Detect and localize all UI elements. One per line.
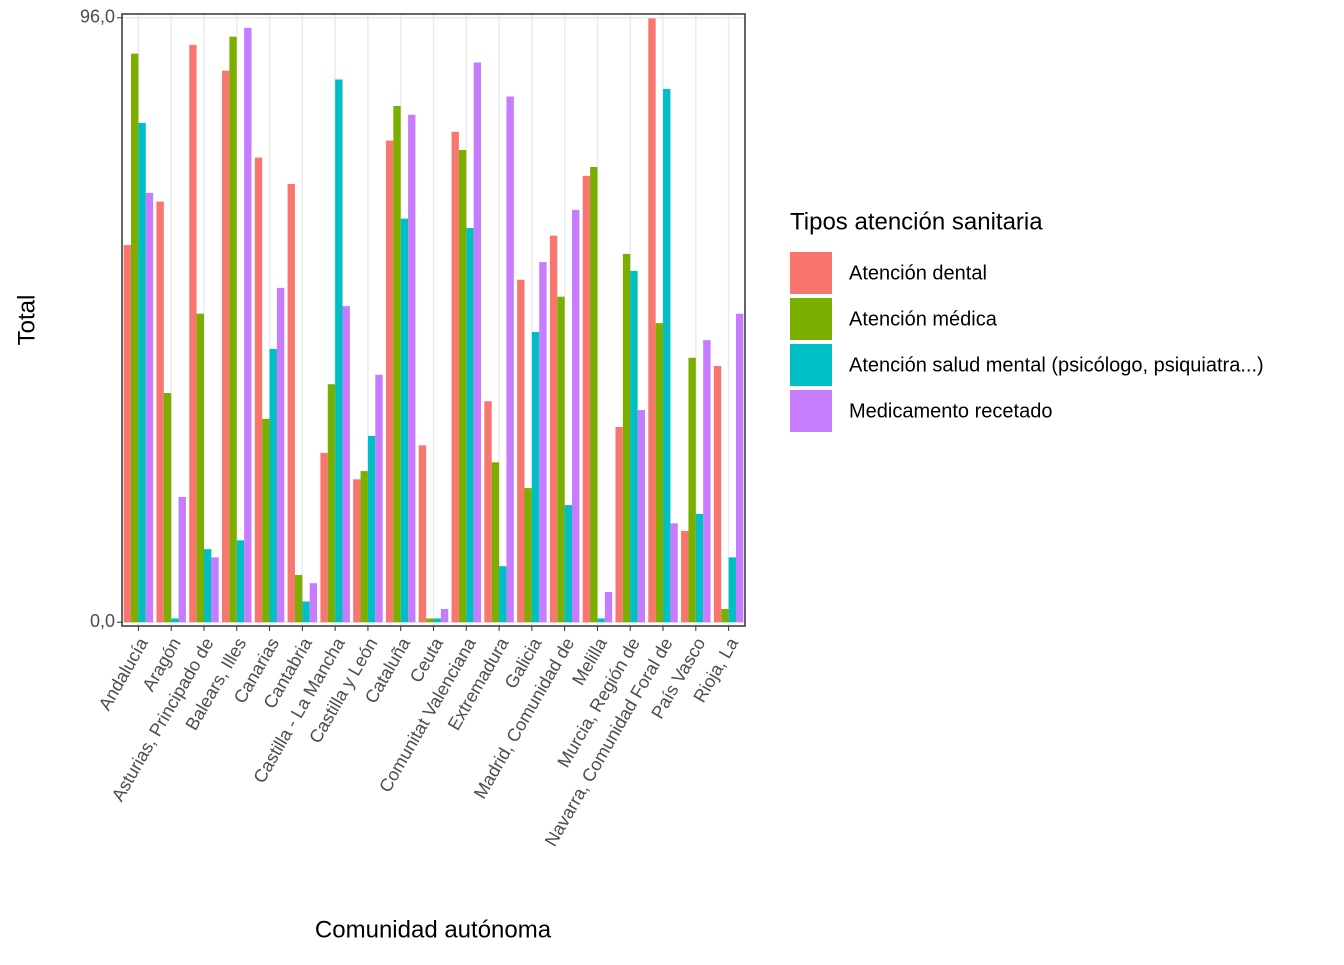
bar — [531, 331, 540, 623]
bar — [728, 557, 736, 623]
bar — [440, 609, 449, 623]
bar — [163, 393, 172, 623]
bar — [335, 79, 343, 623]
legend-label: Medicamento recetado — [849, 400, 1052, 422]
bar — [681, 530, 689, 623]
bar — [360, 471, 368, 623]
bar — [549, 235, 558, 623]
bar — [236, 540, 245, 623]
bar — [375, 374, 383, 623]
bar — [557, 296, 565, 623]
bar — [499, 566, 507, 623]
bar — [451, 131, 459, 623]
bar — [663, 88, 671, 623]
bar — [564, 505, 573, 623]
bar — [713, 365, 722, 623]
y-tick-label: 96,0 — [80, 7, 115, 27]
bar — [433, 618, 441, 623]
bar — [630, 270, 638, 623]
legend-key — [790, 298, 832, 340]
legend-key — [790, 344, 832, 386]
bar — [320, 452, 328, 623]
legend-key — [790, 252, 832, 294]
bar — [408, 114, 416, 623]
bar — [342, 306, 350, 623]
legend-label: Atención salud mental (psicólogo, psiqui… — [849, 354, 1264, 376]
bar — [670, 523, 678, 623]
bar — [637, 410, 645, 623]
bar — [688, 357, 696, 623]
bar — [353, 479, 361, 623]
bar — [302, 601, 310, 623]
bar — [276, 287, 285, 623]
bar — [506, 96, 514, 623]
bar — [123, 245, 132, 623]
bar — [385, 140, 394, 623]
bar — [539, 262, 547, 623]
bar — [703, 340, 711, 623]
bar — [590, 167, 598, 623]
y-tick-label: 0,0 — [90, 611, 115, 631]
x-axis-title: Comunidad autónoma — [315, 916, 552, 943]
bar — [721, 609, 729, 623]
bar — [604, 592, 613, 623]
bar — [178, 496, 186, 623]
legend-label: Atención dental — [849, 262, 987, 284]
bar — [269, 348, 277, 623]
bar — [458, 150, 467, 623]
legend-title: Tipos atención sanitaria — [790, 208, 1043, 235]
bar — [171, 618, 179, 623]
bar — [262, 418, 270, 623]
bar — [229, 36, 237, 623]
bar — [582, 175, 591, 623]
bar — [189, 44, 197, 623]
bar — [400, 218, 409, 623]
bar — [735, 313, 744, 623]
bar — [145, 192, 154, 623]
bar — [254, 157, 263, 623]
bar — [622, 253, 631, 623]
bar — [517, 279, 525, 623]
bar — [466, 228, 474, 623]
bar — [211, 557, 219, 623]
bar — [473, 62, 482, 623]
bar — [196, 313, 204, 623]
bar — [418, 445, 427, 623]
bar — [695, 513, 704, 623]
bar — [294, 575, 303, 623]
bar — [426, 618, 434, 623]
bar — [393, 105, 401, 623]
bar — [615, 427, 623, 623]
bar — [367, 435, 376, 623]
bar — [655, 323, 664, 623]
bar — [138, 122, 146, 623]
bar — [287, 184, 295, 623]
bar — [491, 462, 500, 623]
bar — [203, 549, 212, 623]
bar — [309, 583, 318, 623]
legend-label: Atención médica — [849, 308, 998, 330]
y-axis-title: Total — [13, 295, 40, 346]
bar — [131, 53, 139, 623]
bar — [222, 70, 230, 623]
bar — [156, 201, 164, 623]
panel-border — [121, 13, 746, 627]
bar — [484, 401, 492, 623]
legend-key — [790, 390, 832, 432]
bar — [524, 488, 532, 623]
bar — [648, 18, 656, 623]
bar — [572, 209, 580, 623]
bar — [597, 618, 605, 623]
bar — [244, 27, 252, 623]
bar — [327, 384, 336, 623]
